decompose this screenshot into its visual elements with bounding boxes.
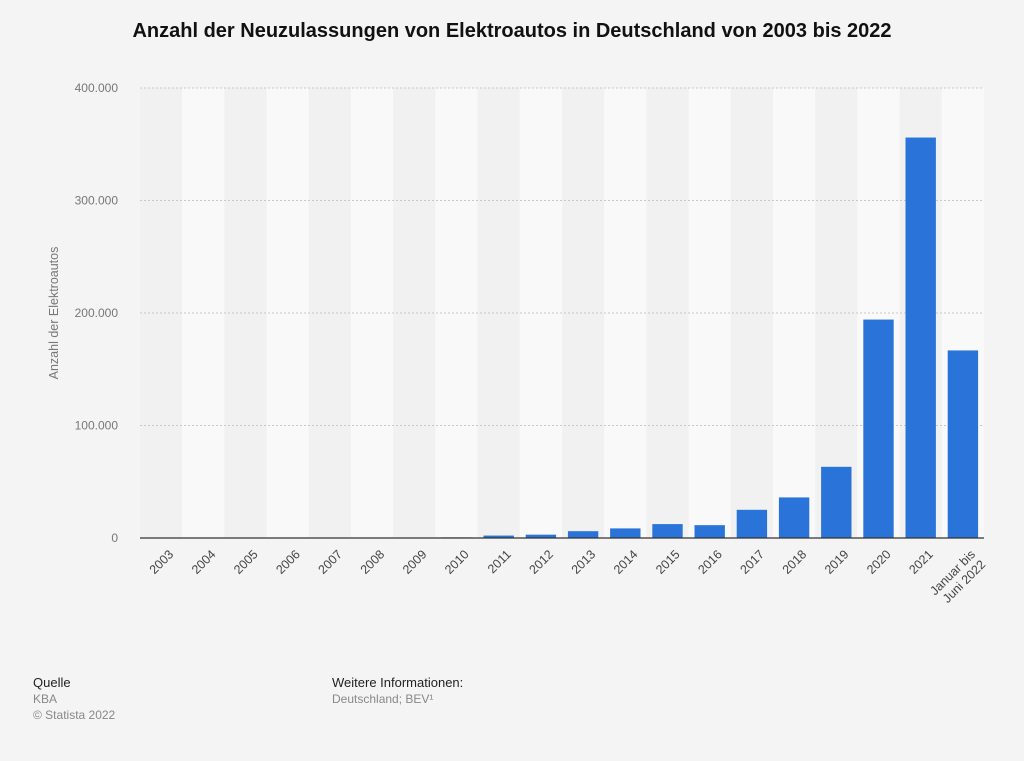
x-tick-label: 2021 [906,547,936,577]
copyright-text: © Statista 2022 [33,708,116,722]
bar-2016[interactable] [694,525,725,538]
bar-2020[interactable] [863,319,894,538]
y-axis-label: Anzahl der Elektroautos [47,247,61,380]
y-axis-ticks: 0 100.000 200.000 300.000 400.000 [75,81,119,545]
x-tick-label: 2019 [822,547,852,577]
x-tick-label: 2016 [695,547,725,577]
x-tick-label: 2006 [273,547,303,577]
x-axis-ticks: 2003 2004 2005 2006 2007 2008 2009 2010 2011 2012… [147,547,989,608]
y-tick-label: 400.000 [75,81,119,95]
x-tick-label: 2003 [147,547,177,577]
info-heading: Weitere Informationen: [332,675,464,690]
info-text: Deutschland; BEV¹ [332,692,434,706]
x-tick-label: 2010 [442,547,472,577]
x-tick-label: 2015 [653,547,683,577]
x-tick-label: 2011 [485,547,514,576]
source-block: Quelle KBA © Statista 2022 [33,675,115,723]
x-tick-label: 2004 [189,547,219,577]
x-tick-label: 2012 [527,547,557,577]
x-tick-label: 2009 [400,547,430,577]
bar-2019[interactable] [821,466,852,538]
bars [188,137,979,538]
x-tick-label: 2014 [611,547,641,577]
x-tick-label: 2005 [231,547,261,577]
y-tick-label: 0 [111,531,118,545]
info-block: Weitere Informationen: Deutschland; BEV¹ [332,675,463,707]
x-tick-label: 2020 [864,547,894,577]
gridlines [140,87,984,426]
chart-title: Anzahl der Neuzulassungen von Elektroaut… [132,20,892,42]
bar-januar-bis-juni-2022[interactable] [947,350,979,538]
bar-2013[interactable] [567,531,599,538]
bar-2021[interactable] [905,137,936,538]
x-tick-label: 2018 [780,547,810,577]
x-tick-label: 2017 [738,547,768,577]
source-text: KBA [33,692,58,706]
bar-2011[interactable] [483,535,514,538]
y-tick-label: 300.000 [75,194,119,208]
x-tick-label: Januar bisJuni 2022 [927,547,988,608]
bar-2014[interactable] [610,528,641,538]
x-tick-label: 2013 [569,547,599,577]
bar-2017[interactable] [736,509,768,538]
bar-2012[interactable] [525,534,557,538]
x-tick-label: 2007 [316,547,346,577]
bar-2015[interactable] [652,524,683,538]
y-tick-label: 100.000 [75,419,119,433]
source-heading: Quelle [33,675,71,690]
x-tick-label: 2008 [358,547,388,577]
y-tick-label: 200.000 [75,306,119,320]
bar-2018[interactable] [778,497,810,538]
